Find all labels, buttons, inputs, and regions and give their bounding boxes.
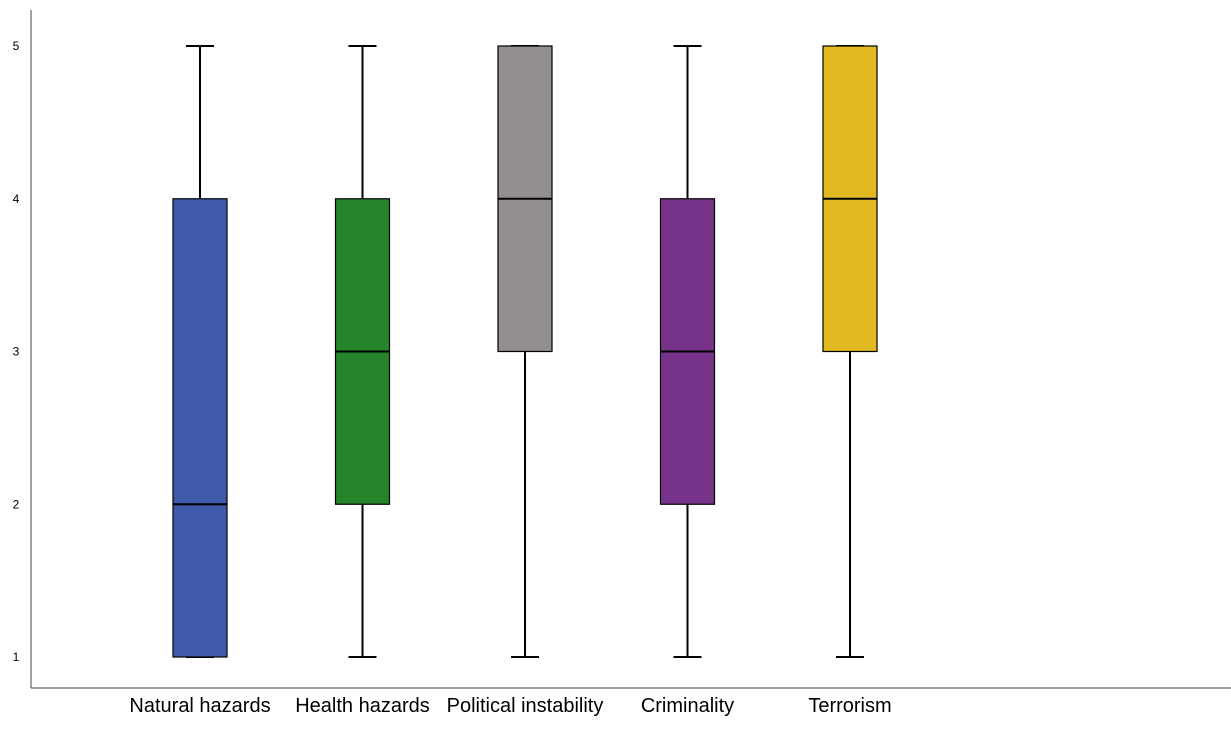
box-group bbox=[659, 45, 716, 658]
box-group bbox=[497, 45, 553, 658]
x-category-label: Terrorism bbox=[808, 695, 891, 717]
y-tick-label: 3 bbox=[13, 345, 20, 359]
x-category-label: Health hazards bbox=[295, 695, 430, 717]
y-tick-label: 1 bbox=[13, 650, 20, 664]
iqr-box bbox=[172, 198, 228, 658]
y-tick-label: 5 bbox=[13, 39, 20, 53]
box-group bbox=[822, 45, 878, 658]
labels: 1 2 3 4 5 Natural hazards Health hazards Politi… bbox=[13, 39, 892, 717]
x-category-label: Political instability bbox=[447, 695, 604, 717]
axes bbox=[30, 10, 1231, 689]
boxes bbox=[172, 45, 878, 658]
y-tick-label: 4 bbox=[13, 192, 20, 206]
y-tick-label: 2 bbox=[13, 497, 20, 511]
box-group bbox=[172, 45, 228, 658]
box-group bbox=[334, 45, 391, 658]
x-category-label: Natural hazards bbox=[129, 695, 270, 717]
x-category-label: Criminality bbox=[641, 695, 734, 717]
